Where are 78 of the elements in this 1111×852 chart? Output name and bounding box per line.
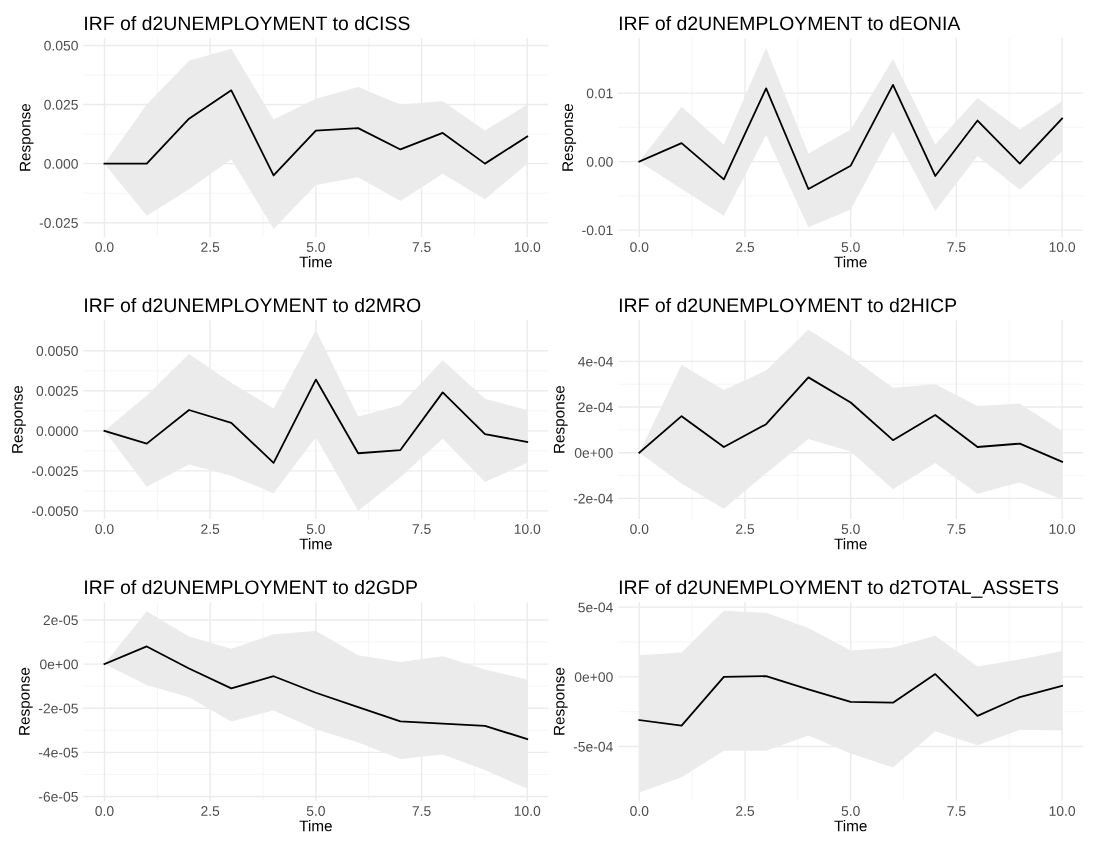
x-tick-label: 10.0 — [1049, 806, 1076, 816]
chart-title: IRF of d2UNEMPLOYMENT to dCISS — [85, 15, 410, 31]
x-tick-label: 0.0 — [95, 524, 114, 534]
x-tick-label: 2.5 — [736, 806, 755, 816]
x-tick-label: 5.0 — [841, 806, 860, 816]
x-tick-label: 5.0 — [306, 524, 325, 534]
x-tick-label: 7.5 — [947, 242, 966, 252]
x-axis-title: Time — [299, 820, 332, 832]
y-tick-label: -0.01 — [582, 225, 613, 236]
y-tick-label: -0.0050 — [31, 506, 78, 517]
y-tick-label: 0.00 — [586, 156, 613, 167]
x-axis-title: Time — [834, 256, 867, 268]
x-axis-title: Time — [299, 538, 332, 550]
x-tick-label: 10.0 — [514, 524, 541, 534]
y-tick-label: -0.0025 — [31, 466, 78, 477]
x-tick-label: 7.5 — [947, 524, 966, 534]
line-series — [638, 376, 1063, 463]
x-tick-label: 10.0 — [1049, 524, 1076, 534]
x-tick-label: 10.0 — [1049, 242, 1076, 252]
y-tick-label: -2e-05 — [38, 703, 78, 714]
y-tick-label: 0e+00 — [40, 659, 78, 670]
x-tick-label: 5.0 — [841, 242, 860, 252]
x-tick-label: 2.5 — [201, 524, 220, 534]
x-tick-label: 0.0 — [630, 242, 649, 252]
line-series — [638, 83, 1063, 190]
y-tick-label: -6e-05 — [38, 791, 78, 802]
x-tick-label: 5.0 — [841, 524, 860, 534]
x-axis-title: Time — [834, 538, 867, 550]
y-tick-label: -5e-04 — [573, 741, 613, 752]
x-tick-label: 2.5 — [201, 242, 220, 252]
y-tick-label: 0.0000 — [36, 426, 78, 436]
x-tick-label: 5.0 — [306, 242, 325, 252]
y-axis-title: Response — [553, 667, 568, 735]
y-axis-title: Response — [562, 103, 577, 171]
x-tick-label: 7.5 — [412, 806, 431, 816]
x-tick-label: 7.5 — [947, 806, 966, 816]
line-series — [638, 673, 1063, 727]
chart-title: IRF of d2UNEMPLOYMENT to d2GDP — [85, 579, 417, 595]
line-series — [103, 378, 529, 464]
x-tick-label: 10.0 — [514, 806, 541, 816]
y-tick-label: -2e-04 — [573, 493, 613, 504]
x-tick-label: 0.0 — [95, 242, 114, 252]
y-tick-label: 0.000 — [44, 158, 78, 169]
y-axis-title: Response — [19, 103, 34, 171]
chart-title: IRF of d2UNEMPLOYMENT to d2MRO — [85, 297, 421, 313]
y-axis-title: Response — [12, 385, 26, 453]
chart-title: IRF of d2UNEMPLOYMENT to d2TOTAL_ASSETS — [619, 579, 1059, 598]
y-tick-label: -0.025 — [39, 218, 78, 228]
y-tick-label: 2e-04 — [578, 402, 613, 413]
y-tick-label: 2e-05 — [43, 615, 78, 626]
y-tick-label: 0.050 — [44, 40, 78, 51]
y-axis-title: Response — [19, 667, 33, 735]
x-tick-label: 0.0 — [630, 524, 649, 534]
x-tick-label: 2.5 — [201, 806, 220, 816]
x-axis-title: Time — [834, 820, 867, 832]
y-tick-label: -4e-05 — [38, 747, 78, 758]
line-series — [103, 645, 529, 741]
x-axis-title: Time — [299, 256, 332, 268]
x-tick-label: 0.0 — [95, 806, 114, 816]
x-tick-label: 10.0 — [514, 242, 541, 252]
chart-title: IRF of d2UNEMPLOYMENT to d2HICP — [619, 297, 957, 313]
y-tick-label: 0.0050 — [36, 346, 78, 356]
x-tick-label: 7.5 — [412, 242, 431, 252]
x-tick-label: 0.0 — [630, 806, 649, 816]
x-tick-label: 5.0 — [306, 806, 325, 816]
line-series — [103, 89, 529, 177]
y-tick-label: 0.01 — [586, 88, 613, 99]
chart-title: IRF of d2UNEMPLOYMENT to dEONIA — [619, 15, 961, 31]
y-tick-label: 0.0025 — [36, 386, 78, 396]
x-tick-label: 2.5 — [736, 524, 755, 534]
y-axis-title: Response — [553, 385, 568, 453]
y-tick-label: 4e-04 — [578, 356, 613, 367]
x-tick-label: 2.5 — [736, 242, 755, 252]
y-tick-label: 0.025 — [44, 99, 78, 110]
y-tick-label: 0e+00 — [574, 448, 613, 458]
x-tick-label: 7.5 — [412, 524, 431, 534]
y-tick-label: 5e-04 — [578, 602, 613, 613]
y-tick-label: 0e+00 — [574, 672, 613, 683]
